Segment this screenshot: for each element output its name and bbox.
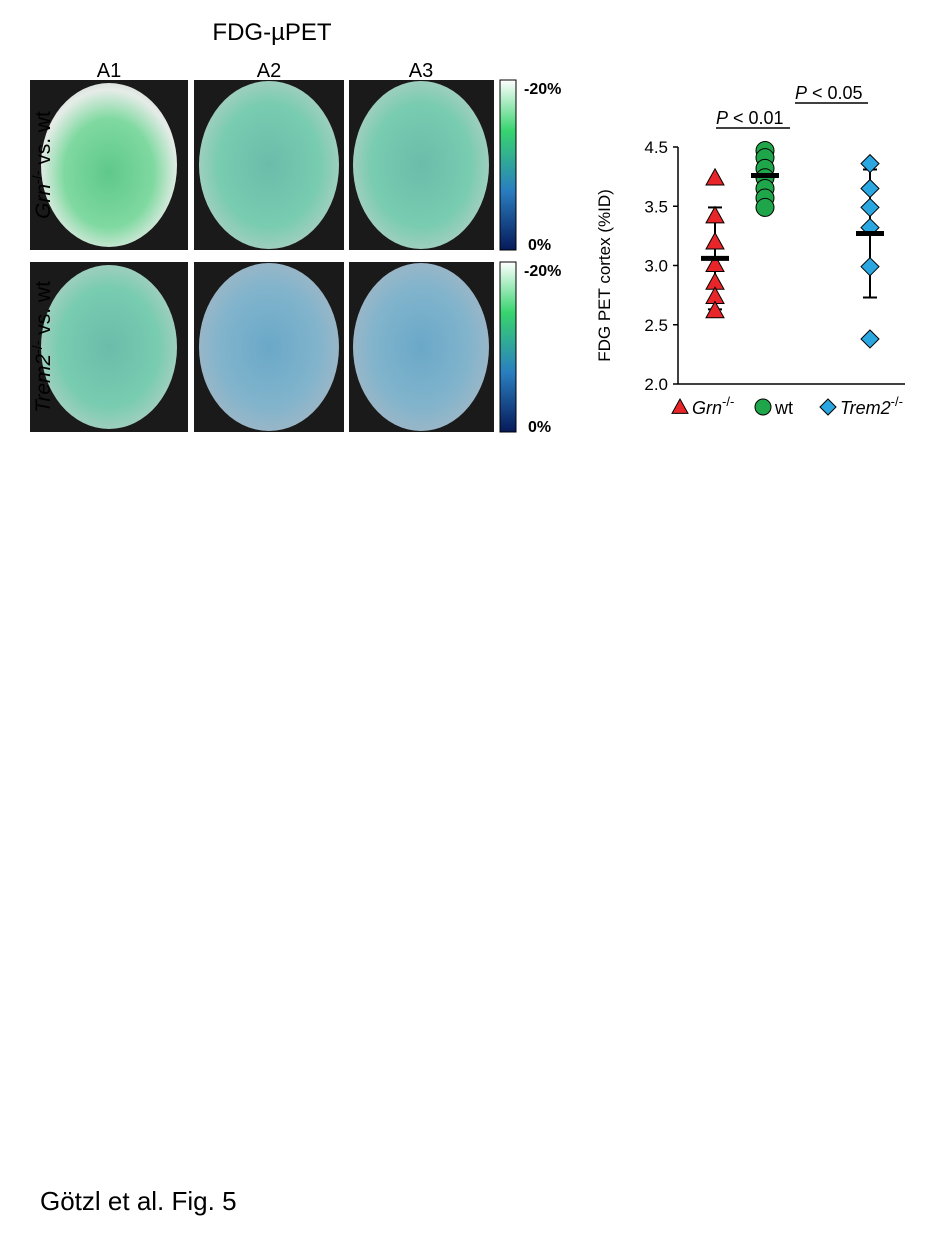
row-sup: -/- <box>29 170 45 184</box>
brain-panels <box>30 79 517 433</box>
brain-overlay <box>353 81 489 249</box>
y-tick-label: 3.0 <box>644 257 668 276</box>
p-symbol: P <box>795 83 807 103</box>
brain-overlay <box>199 81 339 249</box>
point <box>860 197 880 218</box>
point <box>860 153 880 174</box>
column-label: A3 <box>409 60 433 82</box>
legend-sup: -/- <box>722 394 734 409</box>
footer: Götzl et al. Fig. 5 <box>40 1186 237 1216</box>
legend-label: Trem2-/- <box>840 394 903 418</box>
y-axis-label: FDG PET cortex (%ID) <box>595 189 614 362</box>
legend-label: Grn-/- <box>692 394 734 418</box>
brain-overlay <box>199 263 339 431</box>
brain-overlay <box>41 265 177 429</box>
colorbar-top: -20% <box>524 263 561 280</box>
row-label: Grn-/- vs. wt <box>29 111 55 219</box>
legend-name: Trem2 <box>840 398 891 418</box>
legend-sup: -/- <box>891 394 903 409</box>
y-tick-label: 2.5 <box>644 316 668 335</box>
y-tick-label: 2.0 <box>644 375 668 394</box>
legend-name: Grn <box>692 398 722 418</box>
colorbar <box>499 261 517 433</box>
colorbar <box>499 79 517 251</box>
y-tick-label: 4.5 <box>644 138 668 157</box>
brain-overlay <box>353 263 489 431</box>
legend-marker <box>671 397 689 414</box>
colorbar-bottom: 0% <box>528 419 551 436</box>
point <box>705 205 725 224</box>
point <box>860 329 880 349</box>
colorbar-bottom: 0% <box>528 237 551 254</box>
point <box>705 300 725 319</box>
colorbar-top: -20% <box>524 81 561 98</box>
p-annotation: P < 0.01 <box>716 108 784 128</box>
point <box>705 167 725 186</box>
p-annotation: P < 0.05 <box>795 83 863 103</box>
row-name: Trem2 <box>32 353 55 412</box>
y-tick-label: 3.5 <box>644 197 668 216</box>
p-text: < 0.01 <box>728 108 784 128</box>
point <box>755 197 775 217</box>
legend-marker <box>754 398 772 416</box>
point <box>705 231 725 250</box>
p-text: < 0.05 <box>807 83 863 103</box>
brain-overlay <box>41 83 177 247</box>
row-name: Grn <box>32 184 55 219</box>
legend-label: wt <box>774 398 793 418</box>
point <box>705 254 725 273</box>
legend-name: wt <box>774 398 793 418</box>
column-label: A1 <box>97 60 121 82</box>
p-symbol: P <box>716 108 728 128</box>
column-label: A2 <box>257 60 281 82</box>
point <box>860 256 880 277</box>
legend-marker <box>819 398 837 416</box>
point <box>860 178 880 199</box>
row-suffix: vs. wt <box>32 111 55 171</box>
row-label: Trem2-/- vs. wt <box>29 281 55 413</box>
row-sup: -/- <box>29 340 45 354</box>
figure-title: FDG-µPET <box>212 19 331 46</box>
row-suffix: vs. wt <box>32 281 55 341</box>
